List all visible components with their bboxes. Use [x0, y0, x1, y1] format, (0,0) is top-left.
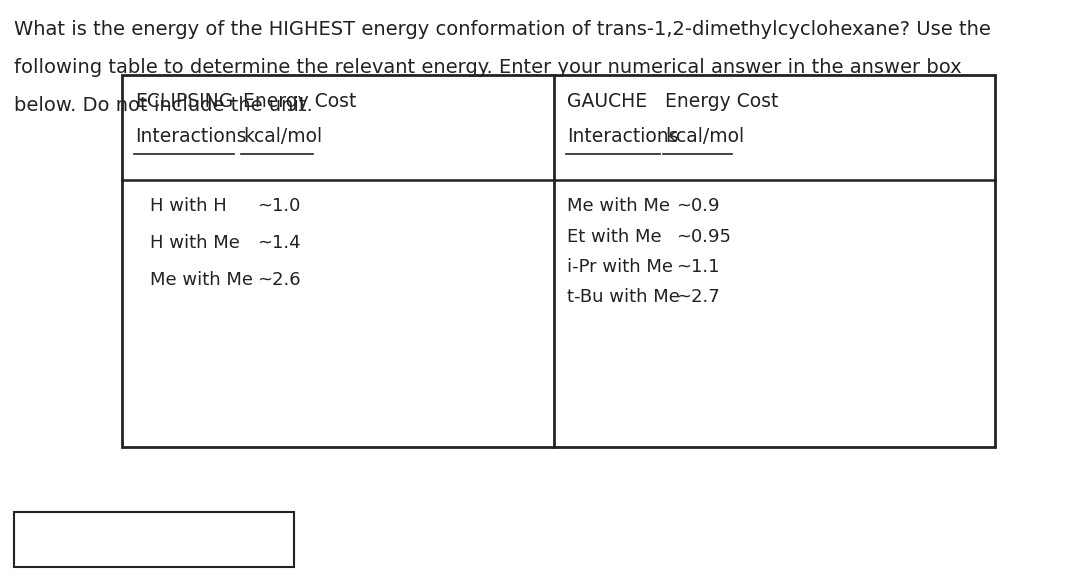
- Text: Me with Me: Me with Me: [567, 197, 670, 215]
- Text: t-Bu with Me: t-Bu with Me: [567, 288, 680, 307]
- Text: ~1.1: ~1.1: [676, 258, 719, 276]
- Text: ECLIPSING: ECLIPSING: [135, 92, 233, 111]
- Text: H with Me: H with Me: [150, 234, 240, 252]
- Text: Energy Cost: Energy Cost: [665, 92, 778, 111]
- Text: Energy Cost: Energy Cost: [243, 92, 356, 111]
- Text: GAUCHE: GAUCHE: [567, 92, 647, 111]
- Text: Et with Me: Et with Me: [567, 228, 662, 246]
- Text: ~0.9: ~0.9: [676, 197, 719, 215]
- Text: Me with Me: Me with Me: [150, 271, 253, 289]
- Text: What is the energy of the HIGHEST energy conformation of trans-1,2-dimethylcyclo: What is the energy of the HIGHEST energy…: [14, 20, 991, 39]
- Text: following table to determine the relevant energy. Enter your numerical answer in: following table to determine the relevan…: [14, 58, 961, 77]
- Text: below. Do not include the unit.: below. Do not include the unit.: [14, 96, 313, 115]
- Text: Interactions: Interactions: [567, 127, 679, 146]
- Text: Interactions: Interactions: [135, 127, 246, 146]
- Text: ~2.7: ~2.7: [676, 288, 719, 307]
- Text: i-Pr with Me: i-Pr with Me: [567, 258, 674, 276]
- Text: kcal/mol: kcal/mol: [243, 127, 323, 146]
- Text: ~1.0: ~1.0: [257, 197, 301, 215]
- Text: H with H: H with H: [150, 197, 227, 215]
- Text: ~0.95: ~0.95: [676, 228, 731, 246]
- Text: ~1.4: ~1.4: [257, 234, 301, 252]
- Text: ~2.6: ~2.6: [257, 271, 301, 289]
- Text: kcal/mol: kcal/mol: [665, 127, 744, 146]
